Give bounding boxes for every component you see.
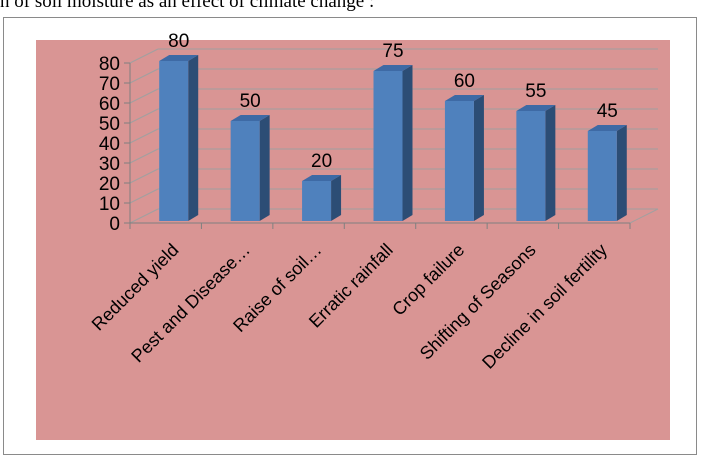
bar-side [545,105,556,221]
bar-side [402,65,413,221]
y-tick-label: 10 [99,194,120,215]
bar-top [302,175,342,181]
gridline-side [129,148,159,164]
data-label: 20 [311,151,332,172]
bar-side [259,115,270,221]
bar-top [373,65,413,71]
bar [587,125,627,221]
bars [159,55,627,221]
gridline-side [129,88,159,104]
bar-front [159,61,189,221]
y-tick-label: 60 [99,94,120,115]
bar-top [516,105,556,111]
bar-side [473,95,484,221]
bar [373,65,413,221]
bar [444,95,484,221]
gridline-side [129,108,159,124]
y-tick-label: 30 [99,154,120,175]
bar [516,105,556,221]
data-label: 60 [454,71,475,92]
bar-front [587,131,617,221]
data-label: 50 [240,91,261,112]
gridline-side [129,208,159,224]
gridline-side [129,168,159,184]
data-label: 55 [525,81,546,102]
y-tick-label: 50 [99,114,120,135]
y-tick-label: 20 [99,174,120,195]
bar-front [373,71,403,221]
gridline-side [129,128,159,144]
y-tick-label: 40 [99,134,120,155]
chart-frame: 0 10 20 30 40 50 60 70 80 80 50 20 75 60 55 45 Reduced… [3,17,697,455]
bar [302,175,342,221]
bar-top [444,95,484,101]
bar-side [331,175,342,221]
bar [230,115,270,221]
y-tick-label: 80 [99,54,120,75]
data-label: 80 [168,31,189,52]
bar-top [230,115,270,121]
data-label: 45 [597,101,618,122]
plot-area-background [36,40,670,440]
bar-top [587,125,627,131]
bar-front [444,101,474,221]
bar-side [616,125,627,221]
bar [159,55,199,221]
gridline-side [129,48,159,64]
floor-edge [629,208,659,224]
bar-side [188,55,199,221]
bar-top [159,55,199,61]
bar-front [302,181,332,221]
gridline-side [129,188,159,204]
y-tick-label: 70 [99,74,120,95]
data-label: 75 [382,41,403,62]
bar-front [230,121,260,221]
gridline-side [129,68,159,84]
data-labels: 80 50 20 75 60 55 45 [168,31,618,172]
chart-caption: n of soil moisture as an effect of clima… [0,0,375,12]
bar-front [516,111,546,221]
y-tick-label: 0 [109,214,120,235]
